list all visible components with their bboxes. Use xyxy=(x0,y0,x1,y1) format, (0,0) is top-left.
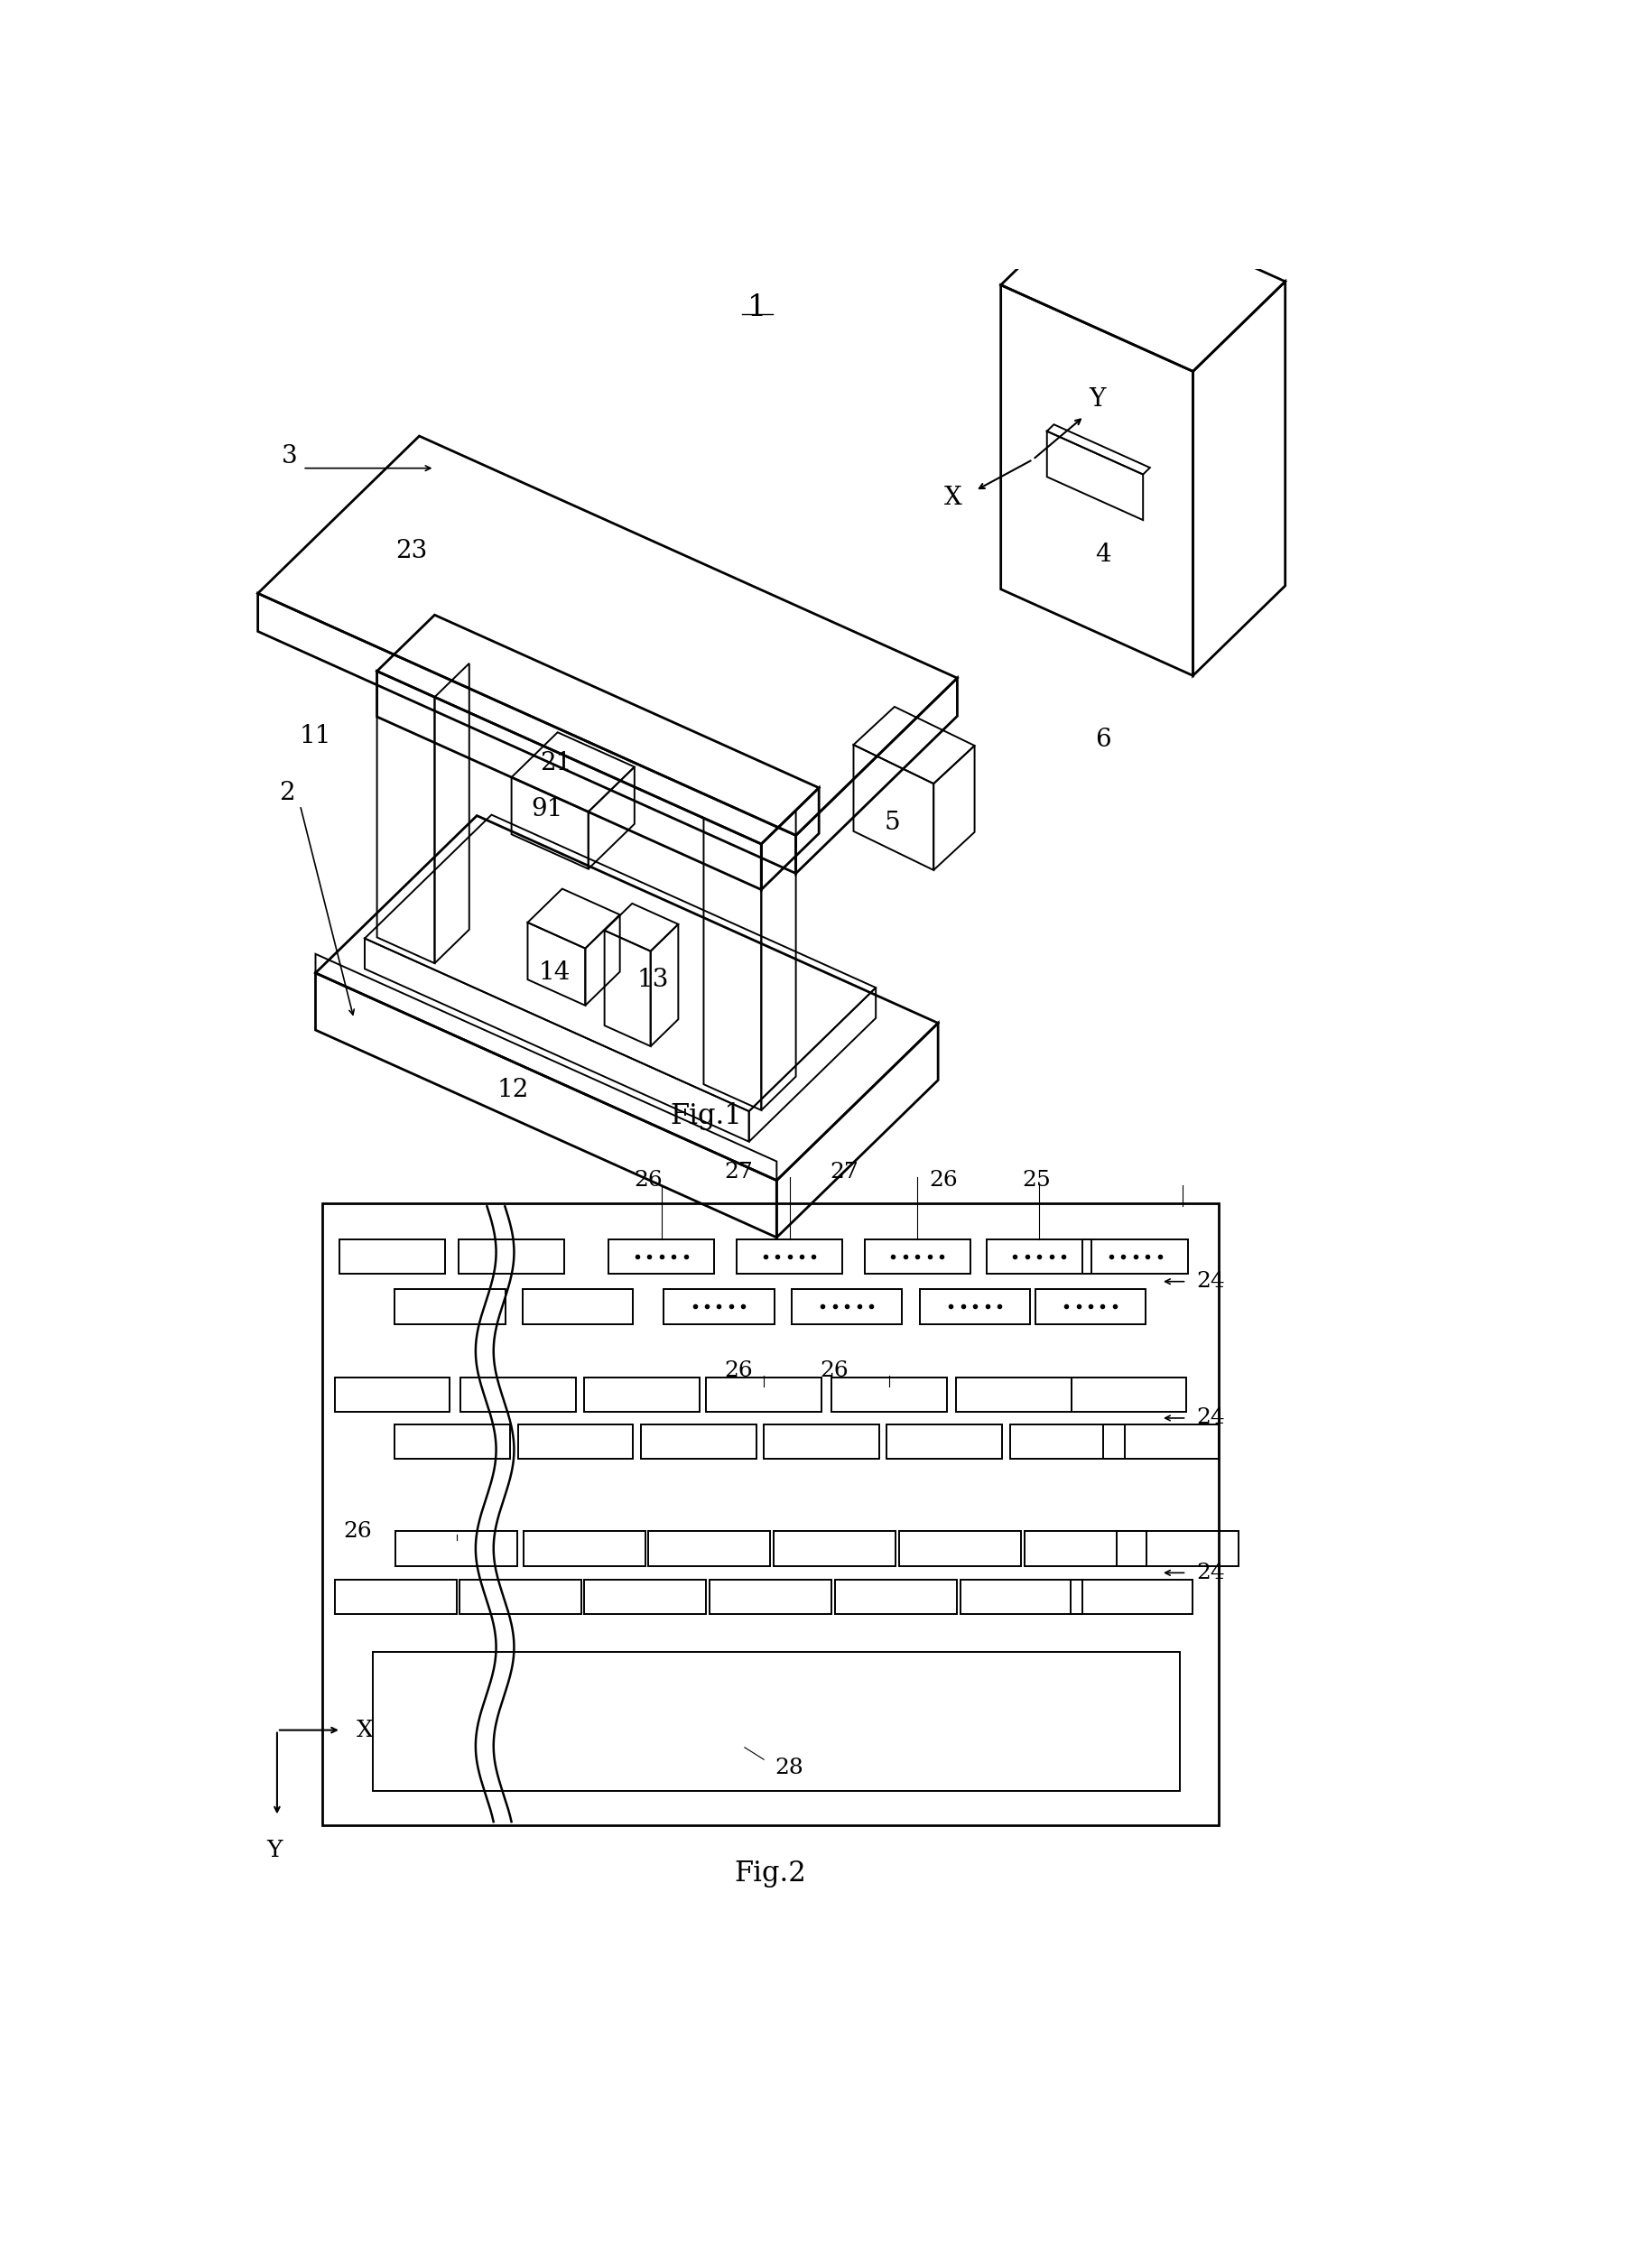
Bar xyxy=(517,1423,633,1459)
Bar xyxy=(709,1580,831,1614)
Text: 26: 26 xyxy=(819,1360,847,1381)
Bar xyxy=(705,1378,821,1412)
Text: 24: 24 xyxy=(1196,1563,1224,1583)
Bar xyxy=(395,1531,517,1567)
Text: 91: 91 xyxy=(530,797,563,822)
Text: X: X xyxy=(357,1720,373,1742)
Bar xyxy=(335,1580,458,1614)
Bar xyxy=(737,1239,841,1273)
Text: 3: 3 xyxy=(282,445,297,469)
Bar xyxy=(1034,1289,1145,1325)
Bar xyxy=(334,1378,449,1412)
Text: 26: 26 xyxy=(928,1170,957,1190)
Text: 27: 27 xyxy=(724,1161,752,1183)
Bar xyxy=(834,1580,957,1614)
Bar xyxy=(864,1239,970,1273)
Text: 2: 2 xyxy=(279,781,296,806)
Bar xyxy=(322,1203,1218,1825)
Text: 13: 13 xyxy=(638,968,669,992)
Text: X: X xyxy=(943,485,961,510)
Bar xyxy=(395,1289,506,1325)
Text: 27: 27 xyxy=(829,1161,859,1183)
Bar xyxy=(524,1531,644,1567)
Bar xyxy=(459,1378,575,1412)
Bar xyxy=(960,1580,1082,1614)
Bar xyxy=(1117,1531,1237,1567)
Bar xyxy=(1070,1580,1191,1614)
Text: 24: 24 xyxy=(1196,1408,1224,1428)
Text: 14: 14 xyxy=(539,961,570,986)
Text: 24: 24 xyxy=(1196,1271,1224,1291)
Bar xyxy=(648,1531,770,1567)
Bar xyxy=(1104,1423,1218,1459)
Bar xyxy=(986,1239,1092,1273)
Bar xyxy=(887,1423,1001,1459)
Bar xyxy=(1009,1423,1125,1459)
Text: 1: 1 xyxy=(747,294,767,321)
Bar xyxy=(340,1239,444,1273)
Bar xyxy=(763,1423,879,1459)
Text: 26: 26 xyxy=(344,1520,372,1542)
Text: 5: 5 xyxy=(884,810,899,835)
Text: Fig.1: Fig.1 xyxy=(669,1102,742,1131)
Bar xyxy=(641,1423,755,1459)
Text: 12: 12 xyxy=(497,1078,529,1102)
Bar xyxy=(920,1289,1029,1325)
Bar xyxy=(608,1239,714,1273)
Bar xyxy=(583,1580,705,1614)
Text: 28: 28 xyxy=(775,1758,803,1778)
Bar xyxy=(773,1531,895,1567)
Text: Y: Y xyxy=(266,1839,282,1861)
Text: 25: 25 xyxy=(1023,1170,1051,1190)
Text: 21: 21 xyxy=(540,750,572,775)
Bar xyxy=(585,1378,699,1412)
Text: 26: 26 xyxy=(634,1170,662,1190)
Bar xyxy=(395,1423,510,1459)
Bar xyxy=(373,1652,1180,1792)
Bar xyxy=(459,1239,563,1273)
Bar xyxy=(522,1289,633,1325)
Bar xyxy=(459,1580,582,1614)
Bar xyxy=(791,1289,902,1325)
Bar xyxy=(1024,1531,1145,1567)
Bar xyxy=(664,1289,773,1325)
Text: 11: 11 xyxy=(299,723,332,748)
Text: 4: 4 xyxy=(1095,543,1110,566)
Text: Fig.2: Fig.2 xyxy=(733,1859,806,1888)
Bar xyxy=(955,1378,1070,1412)
Text: 23: 23 xyxy=(395,539,428,563)
Text: 26: 26 xyxy=(724,1360,752,1381)
Text: Y: Y xyxy=(1089,386,1105,411)
Text: 6: 6 xyxy=(1095,727,1110,752)
Bar xyxy=(899,1531,1021,1567)
Bar xyxy=(1082,1239,1188,1273)
Bar xyxy=(831,1378,947,1412)
Bar xyxy=(1070,1378,1186,1412)
